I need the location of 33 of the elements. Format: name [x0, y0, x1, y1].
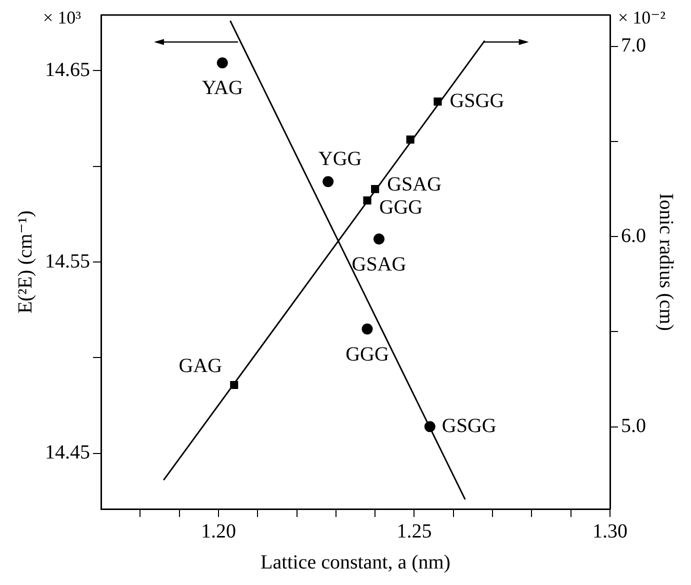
x-tick-label: 1.30	[592, 520, 628, 542]
point	[406, 136, 414, 144]
data-label: YAG	[202, 77, 243, 100]
x-tick-label: 1.25	[396, 520, 432, 542]
data-label: GSGG	[450, 90, 504, 112]
point	[322, 176, 334, 188]
data-label: GGG	[346, 343, 389, 366]
point	[230, 380, 238, 390]
point	[216, 57, 228, 68]
point	[363, 196, 372, 204]
y2-tick-label: 7.0	[621, 34, 646, 57]
x-axis-title: Lattice constant, a (nm)	[260, 551, 450, 574]
y2-tick-label: 5.0	[621, 415, 646, 438]
text: × 10³	[42, 8, 82, 28]
point	[434, 98, 442, 106]
y-axis-title: E(²E) (cm⁻¹)	[14, 210, 36, 314]
x-tick-label: 1.20	[200, 520, 236, 542]
y-tick-label: 14.55	[45, 250, 90, 272]
text: × 10⁻²	[618, 8, 666, 28]
data-label: GGG	[379, 196, 423, 219]
point	[362, 324, 373, 335]
y-tick-label: 14.45	[45, 442, 90, 464]
point	[424, 421, 436, 432]
data-label: YGG	[318, 148, 362, 170]
y2-tick-label: 6.0	[621, 224, 646, 247]
y-tick-label: 14.65	[45, 58, 90, 81]
data-label: GSAG	[352, 253, 406, 276]
y2-axis-title: Ionic radius (cm)	[654, 193, 677, 331]
point	[371, 185, 380, 194]
data-label: GAG	[178, 355, 222, 378]
data-label: GSGG	[442, 414, 496, 437]
point	[373, 234, 384, 245]
data-label: GSAG	[387, 173, 442, 196]
